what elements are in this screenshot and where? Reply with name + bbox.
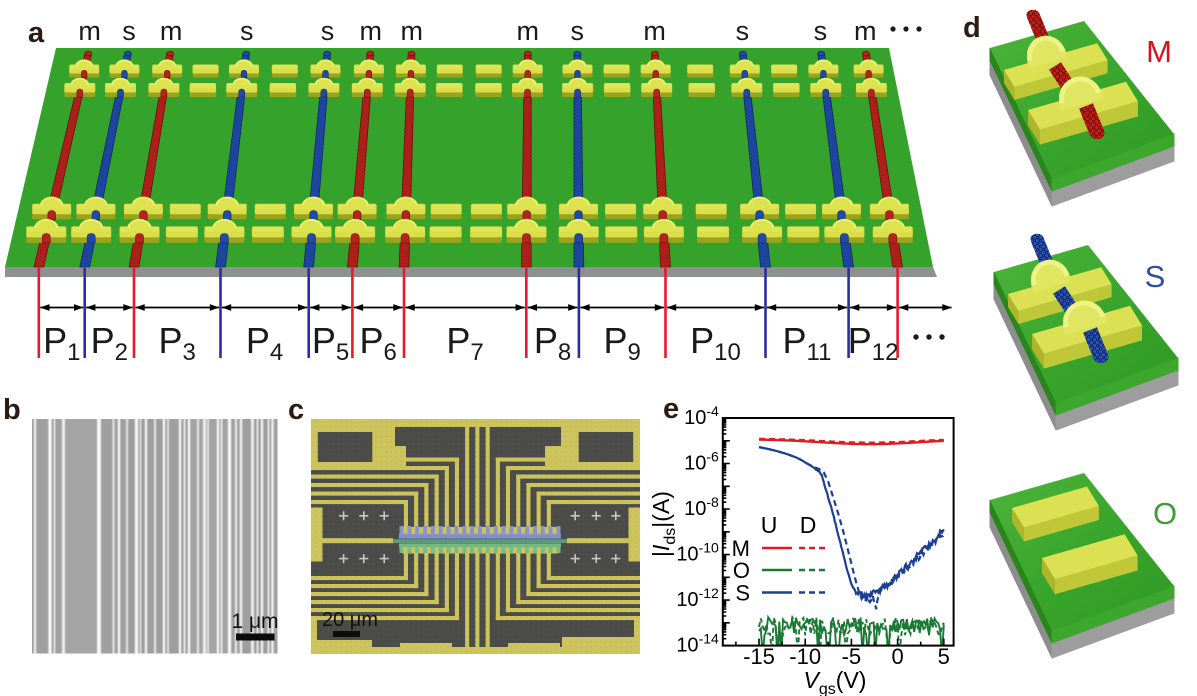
svg-text:-10: -10 (789, 644, 821, 669)
svg-text:e: e (663, 393, 679, 425)
svg-text:b: b (3, 394, 21, 426)
svg-text:O: O (733, 558, 750, 583)
svg-text:5: 5 (938, 644, 950, 669)
svg-text:m: m (517, 16, 540, 46)
svg-text:m: m (78, 16, 101, 46)
svg-text:s: s (240, 16, 254, 46)
svg-text:d: d (963, 12, 981, 44)
svg-text:P7: P7 (446, 320, 483, 366)
svg-text:s: s (122, 16, 136, 46)
svg-text:S: S (735, 581, 750, 606)
svg-text:s: s (736, 16, 750, 46)
svg-text:m: m (643, 16, 666, 46)
svg-text:m: m (360, 16, 383, 46)
svg-text:U: U (761, 512, 778, 538)
svg-text:O: O (1153, 496, 1177, 531)
svg-text:10-6: 10-6 (684, 449, 719, 475)
svg-text:|Ids|(A): |Ids|(A) (648, 491, 679, 557)
svg-text:s: s (814, 16, 828, 46)
svg-text:0: 0 (891, 644, 903, 669)
svg-text:D: D (800, 512, 817, 538)
svg-text:-15: -15 (743, 644, 775, 669)
svg-text:10-12: 10-12 (676, 585, 719, 611)
svg-text:S: S (1145, 259, 1166, 294)
svg-text:M: M (732, 536, 750, 561)
svg-text:m: m (854, 16, 877, 46)
svg-text:s: s (321, 16, 335, 46)
svg-text:Vgs(V): Vgs(V) (804, 667, 867, 696)
svg-text:a: a (28, 17, 45, 49)
svg-text:M: M (1146, 34, 1172, 69)
svg-text:1 μm: 1 μm (231, 610, 278, 633)
svg-text:20 μm: 20 μm (322, 609, 378, 631)
svg-text:m: m (160, 16, 183, 46)
svg-text:10-8: 10-8 (684, 494, 719, 520)
svg-text:P5: P5 (312, 320, 349, 366)
svg-text:P1: P1 (43, 320, 80, 366)
svg-text:m: m (400, 16, 423, 46)
svg-text:P6: P6 (360, 320, 397, 366)
svg-text:s: s (571, 16, 585, 46)
svg-text:c: c (288, 394, 304, 426)
svg-text:-5: -5 (842, 644, 862, 669)
